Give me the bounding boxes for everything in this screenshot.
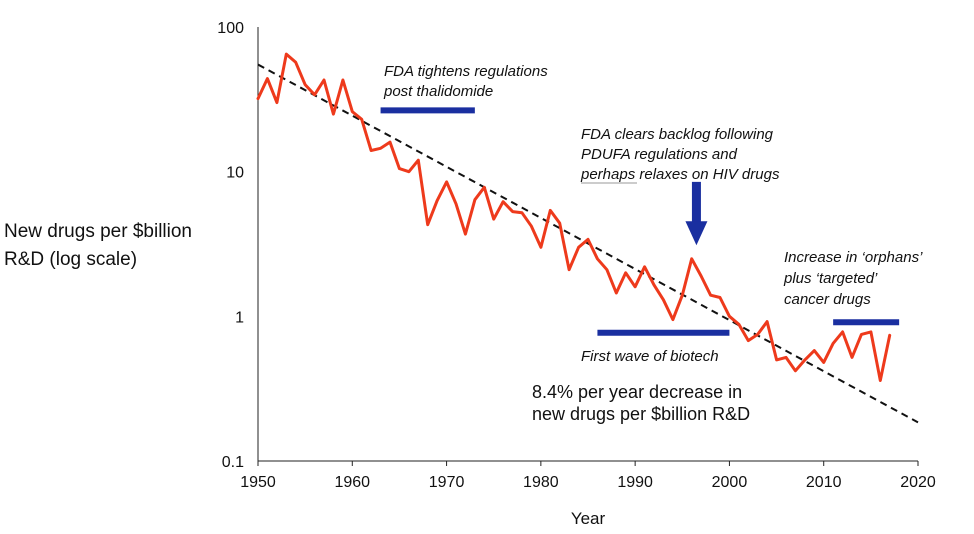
annotation-fda-tightens-line: FDA tightens regulations <box>384 63 548 80</box>
x-axis-title: Year <box>571 509 606 528</box>
annotation-fda-clears: FDA clears backlog following PDUFA regula… <box>580 126 780 183</box>
axes: 1950 1960 1970 1980 1990 2000 2010 2020 0.1 1 10 10… <box>217 20 936 528</box>
annotation-fda-tightens-line: post thalidomide <box>383 83 493 100</box>
annotation-decrease-rate: 8.4% per year decrease in new drugs per $… <box>532 382 750 424</box>
annotation-fda-clears-line: perhaps relaxes on HIV drugs <box>580 166 780 183</box>
y-tick-label: 100 <box>217 20 244 37</box>
y-tick-label: 0.1 <box>222 454 244 471</box>
y-tick-label: 1 <box>235 309 244 326</box>
x-tick-label: 2000 <box>712 474 748 491</box>
x-tick-label: 1990 <box>617 474 653 491</box>
annotation-orphans-line: cancer drugs <box>784 291 871 308</box>
annotation-orphans: Increase in ‘orphans’ plus ‘targeted’ canc… <box>783 249 923 308</box>
x-tick-label: 2020 <box>900 474 936 491</box>
y-axis-title-line-2: R&D (log scale) <box>4 249 138 270</box>
trend-line <box>257 63 919 424</box>
annotation-fda-clears-line: FDA clears backlog following <box>581 126 774 143</box>
annotation-decrease-rate-line: new drugs per $billion R&D <box>532 404 750 424</box>
annotation-fda-tightens: FDA tightens regulations post thalidomide <box>383 63 548 100</box>
annotation-orphans-line: Increase in ‘orphans’ <box>784 249 923 266</box>
annotations: FDA tightens regulations post thalidomide… <box>383 63 923 424</box>
y-axis-title-line-1: New drugs per $billion <box>4 221 192 242</box>
x-tick-label: 1960 <box>334 474 370 491</box>
x-tick-label: 1950 <box>240 474 276 491</box>
annotation-orphans-line: plus ‘targeted’ <box>783 270 878 287</box>
annotation-fda-clears-line: PDUFA regulations and <box>581 146 738 163</box>
x-tick-label: 1970 <box>429 474 465 491</box>
x-tick-label: 2010 <box>806 474 842 491</box>
annotation-decrease-rate-line: 8.4% per year decrease in <box>532 382 742 402</box>
y-tick-label: 10 <box>226 165 244 182</box>
arrow-head <box>685 221 708 246</box>
x-tick-label: 1980 <box>523 474 559 491</box>
annotation-biotech: First wave of biotech <box>581 348 719 365</box>
y-axis-title: New drugs per $billion R&D (log scale) <box>4 218 192 274</box>
chart-marks <box>256 52 919 424</box>
new-drugs-series-line <box>256 52 892 382</box>
